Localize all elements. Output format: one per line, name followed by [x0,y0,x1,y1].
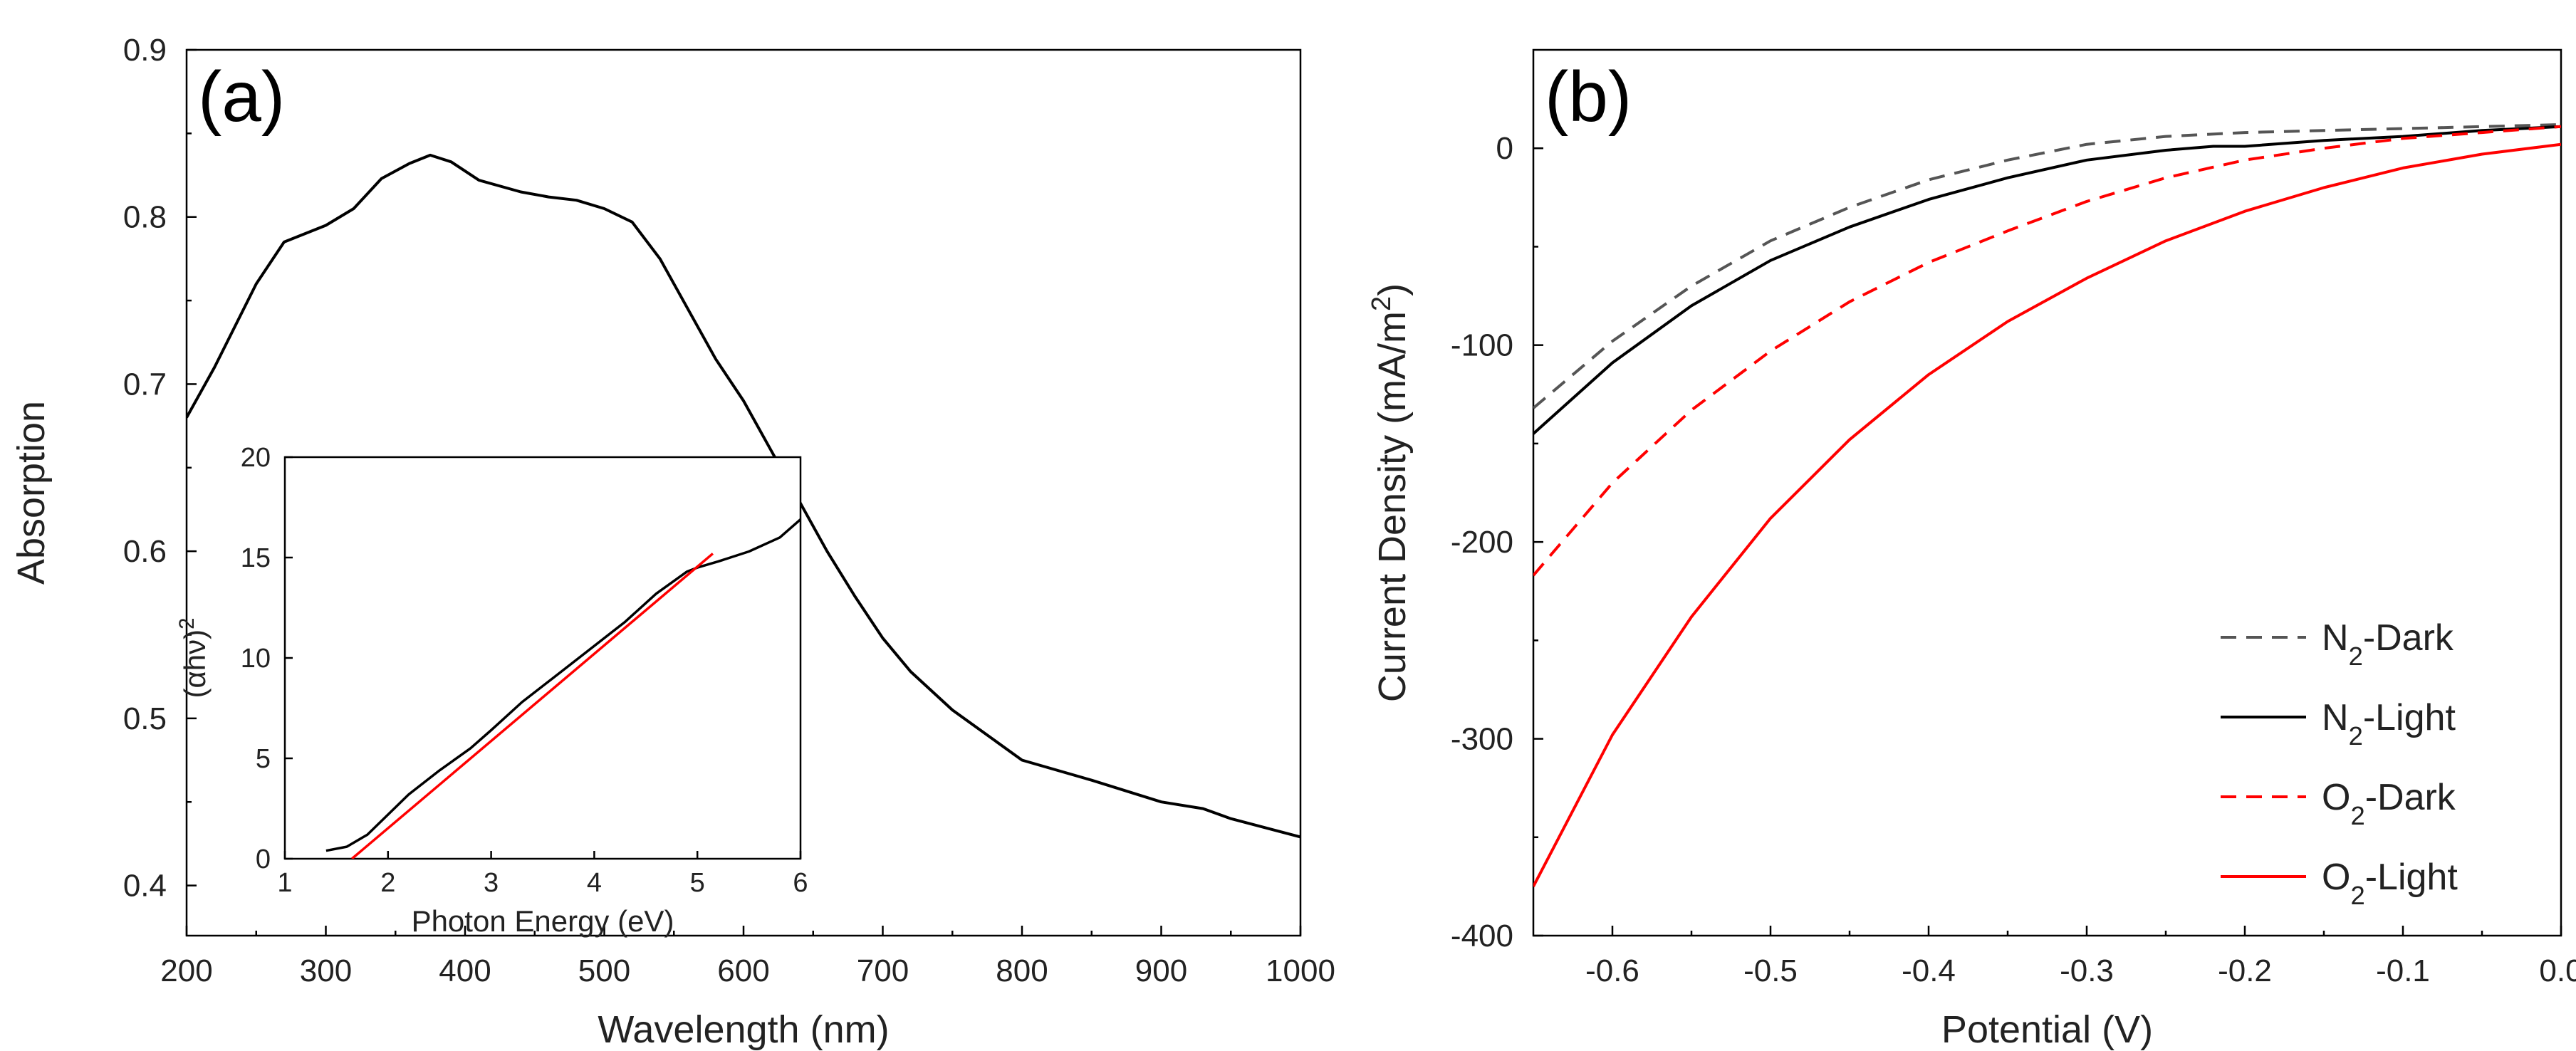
legend: N2-Dark N2-Light O2-Dark O2-Light [2221,617,2458,910]
b-series-o2-dark [1533,125,2561,577]
a-y-axis-title: Absorption [10,401,53,585]
inset-y-tick-label: 0 [256,845,271,874]
b-x-tick-label: -0.2 [2218,953,2272,988]
b-plot-frame [1532,48,2562,937]
a-x-tick-label: 700 [857,953,909,988]
b-y-tick-label: -400 [1451,919,1513,953]
inset-x-tick-label: 3 [484,868,499,898]
b-x-tick-label: 0.0 [2539,953,2576,988]
legend-label-o2-light: O2-Light [2322,857,2458,910]
inset-x-tick-label: 2 [380,868,395,898]
a-x-tick-label: 200 [160,953,212,988]
a-y-tick-label: 0.6 [123,534,167,569]
b-x-axis-title: Potential (V) [1941,1008,2153,1051]
b-x-tick-label: -0.5 [1743,953,1798,988]
inset-series-linear-fit [350,553,714,859]
inset-x-tick-label: 1 [277,868,292,898]
a-y-tick-label: 0.9 [123,33,167,68]
b-series-n2-dark [1533,123,2561,409]
panel-b-chart: -0.6 -0.5 -0.4 -0.3 -0.2 -0.1 0.0 -400 -300 -200 -… [1367,48,2576,1051]
a-y-tick-label: 0.7 [123,367,167,402]
inset-series-tauc [325,518,801,852]
a-y-tick-label: 0.5 [123,701,167,736]
b-x-tick-label: -0.3 [2060,953,2114,988]
inset-x-tick-label: 5 [690,868,705,898]
inset-y-tick-label: 10 [241,644,271,674]
a-x-tick-label: 300 [300,953,352,988]
b-y-tick-label: -100 [1451,328,1513,363]
a-x-tick-label: 500 [578,953,630,988]
a-x-tick-label: 600 [717,953,769,988]
inset-background [285,457,801,859]
inset-y-tick-label: 20 [241,443,271,473]
b-y-tick-label: 0 [1496,131,1513,166]
legend-label-n2-light: N2-Light [2322,697,2456,751]
b-x-tick-label: -0.6 [1585,953,1639,988]
inset-y-tick-label: 5 [256,744,271,774]
panel-a-chart: 200 300 400 500 600 700 800 900 10000.40.50.60.7… [10,33,1335,1051]
a-series-absorption [187,153,1300,839]
a-x-tick-label: 400 [439,953,491,988]
inset-x-axis-title: Photon Energy (eV) [412,904,674,938]
a-x-tick-label: 1000 [1266,953,1335,988]
panel-b-label: (b) [1545,57,1632,137]
b-series-o2-light [1533,142,2561,887]
inset-y-axis-title: (αhν)2 [175,618,212,699]
a-x-tick-label: 900 [1135,953,1187,988]
b-y-tick-label: -200 [1451,525,1513,560]
b-x-tick-label: -0.1 [2376,953,2430,988]
inset-y-tick-label: 15 [241,543,271,573]
panel-a-label: (a) [198,57,285,137]
a-y-tick-label: 0.8 [123,200,167,235]
b-y-tick-label: -300 [1451,722,1513,757]
b-series-n2-light [1533,125,2561,435]
a-y-tick-label: 0.4 [123,869,167,904]
inset-x-tick-label: 6 [793,868,808,898]
inset-x-tick-label: 4 [587,868,602,898]
inset-chart: 1 2 3 4 5 6 0 5 10 15 20 Photon Energy (eV) (αhν)2 [175,443,808,938]
b-x-tick-label: -0.4 [1902,953,1956,988]
a-x-axis-title: Wavelength (nm) [598,1008,889,1051]
b-y-axis-title: Current Density (mA/m2) [1367,283,1414,702]
legend-label-o2-dark: O2-Dark [2322,777,2456,830]
legend-label-n2-dark: N2-Dark [2322,617,2454,671]
a-x-tick-label: 800 [996,953,1048,988]
